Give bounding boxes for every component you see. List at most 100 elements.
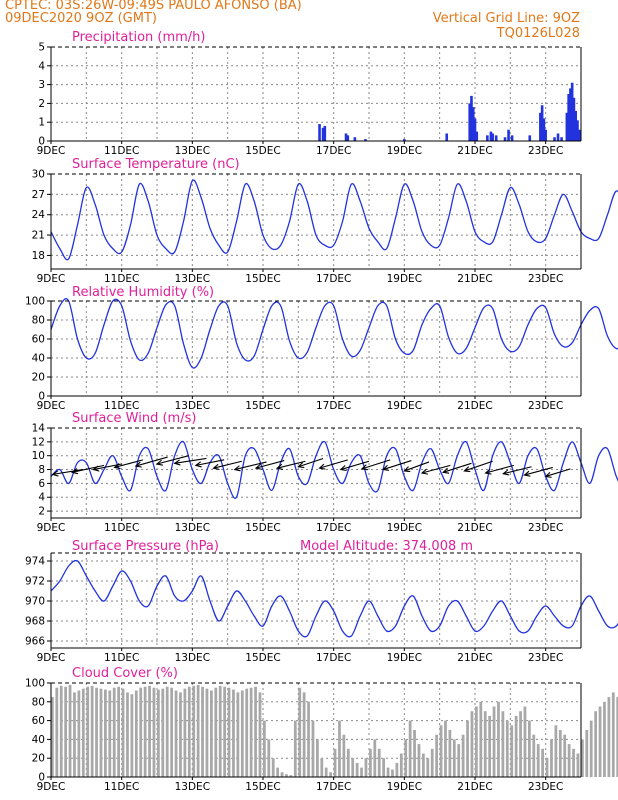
cloud-bar <box>280 772 284 777</box>
cloud-bar <box>607 697 611 777</box>
cloud-bar <box>104 689 107 777</box>
cloud-bar <box>475 706 478 777</box>
cloud-bar <box>205 688 209 777</box>
x-tick-label: 23DEC <box>528 145 563 157</box>
cloud-bar <box>157 689 160 777</box>
wind-arrow-head <box>318 463 326 470</box>
cloud-bar <box>245 688 249 777</box>
cloud-bar <box>523 706 527 777</box>
y-tick-label: 0 <box>38 772 45 784</box>
wind-arrow-head <box>70 468 79 475</box>
x-tick-label: 9DEC <box>37 522 66 534</box>
cloud-bar <box>214 687 218 777</box>
cloud-bar <box>263 720 266 777</box>
cloud-bar <box>346 748 350 777</box>
cloud-bar <box>576 753 580 777</box>
cloud-bar <box>130 694 134 777</box>
y-tick-label: 4 <box>38 492 45 504</box>
cloud-bar <box>276 767 280 777</box>
cloud-bar <box>532 734 536 777</box>
x-tick-label: 19DEC <box>387 781 422 793</box>
cloud-bar <box>117 686 121 777</box>
x-tick-label: 21DEC <box>457 145 492 157</box>
cloud-bar <box>223 686 227 777</box>
y-tick-label: 27 <box>32 189 45 201</box>
x-tick-label: 21DEC <box>457 273 492 285</box>
precip-bar <box>572 97 576 141</box>
cloud-bar <box>360 767 363 777</box>
y-tick-label: 966 <box>25 636 45 648</box>
cloud-bar <box>108 690 112 777</box>
x-tick-label: 23DEC <box>528 522 563 534</box>
panel-1: 0 1 2 3 4 5 9DEC 11DEC 13DEC 15DEC 17DEC 19DEC 21DEC… <box>37 30 582 157</box>
wind-arrow <box>463 460 493 473</box>
precip-bar <box>553 137 556 141</box>
x-tick-label: 9DEC <box>37 145 66 157</box>
panel-3: 0 20 40 60 80 100 9DEC 11DEC 13DEC 15DEC 17DEC 19DE… <box>25 285 618 412</box>
precip-bar <box>567 94 570 141</box>
cloud-bar <box>616 697 618 777</box>
cloud-bar <box>528 720 531 777</box>
cloud-bar <box>174 690 178 777</box>
y-tick-label: 21 <box>32 230 45 242</box>
cloud-bar <box>391 769 394 777</box>
y-tick-label: 8 <box>38 464 45 476</box>
wind-arrow <box>233 461 267 472</box>
panel-6: 0 20 40 60 80 100 9DEC 11DEC 13DEC 15DEC 17DEC 19DE… <box>25 666 618 793</box>
wind-arrow-head <box>194 461 202 468</box>
x-tick-label: 15DEC <box>245 400 280 412</box>
wind-arrow-shaft <box>361 459 391 470</box>
precip-bar <box>346 135 350 141</box>
precip-bar <box>528 135 532 141</box>
wind-arrow-head <box>544 471 552 478</box>
cloud-bar <box>179 692 182 777</box>
cloud-bar <box>249 687 253 777</box>
x-tick-label: 11DEC <box>104 145 139 157</box>
x-tick-label: 17DEC <box>316 145 351 157</box>
x-tick-label: 15DEC <box>245 652 280 664</box>
cloud-bar <box>55 687 59 777</box>
cloud-bar <box>408 720 412 777</box>
wind-arrow <box>194 459 225 468</box>
cloud-bar <box>435 734 439 777</box>
cloud-bar <box>59 685 63 777</box>
precip-bar <box>576 120 579 141</box>
y-tick-label: 30 <box>32 169 45 181</box>
y-tick-label: 20 <box>32 753 45 765</box>
cloud-bar <box>413 730 416 777</box>
x-tick-label: 13DEC <box>175 145 210 157</box>
cloud-bar <box>302 692 306 777</box>
wind-arrow-head <box>134 461 142 468</box>
wind-arrow <box>297 457 324 469</box>
cloud-bar <box>452 739 456 777</box>
wind-arrow-head <box>254 463 262 470</box>
panel-annotation: Model Altitude: 374.008 m <box>300 539 473 554</box>
wind-arrow-head <box>297 462 305 469</box>
cloud-bar <box>545 758 549 777</box>
precip-bar <box>542 118 546 141</box>
cloud-bar <box>479 701 483 777</box>
cloud-bar <box>395 762 399 777</box>
precip-bar <box>323 125 327 141</box>
precip-bar <box>510 135 514 141</box>
cloud-bar <box>68 684 72 777</box>
cloud-bar <box>377 748 381 777</box>
series-line <box>50 179 618 261</box>
wind-arrow <box>420 464 451 475</box>
wind-arrow <box>134 456 168 468</box>
cloud-bar <box>470 711 474 777</box>
cloud-bar <box>404 739 408 777</box>
wind-arrow-shaft <box>174 457 207 464</box>
cloud-bar <box>329 772 333 777</box>
x-tick-label: 13DEC <box>175 781 210 793</box>
cloud-bar <box>192 685 196 777</box>
cloud-bar <box>554 725 558 777</box>
cloud-bar <box>240 690 244 777</box>
wind-arrow-shaft <box>545 468 571 477</box>
wind-arrow-shaft <box>277 460 306 469</box>
wind-arrow-head <box>360 464 368 471</box>
cloud-bar <box>99 688 103 777</box>
cloud-bar <box>293 720 297 777</box>
cloud-bar <box>466 720 469 777</box>
y-tick-label: 6 <box>38 478 45 490</box>
